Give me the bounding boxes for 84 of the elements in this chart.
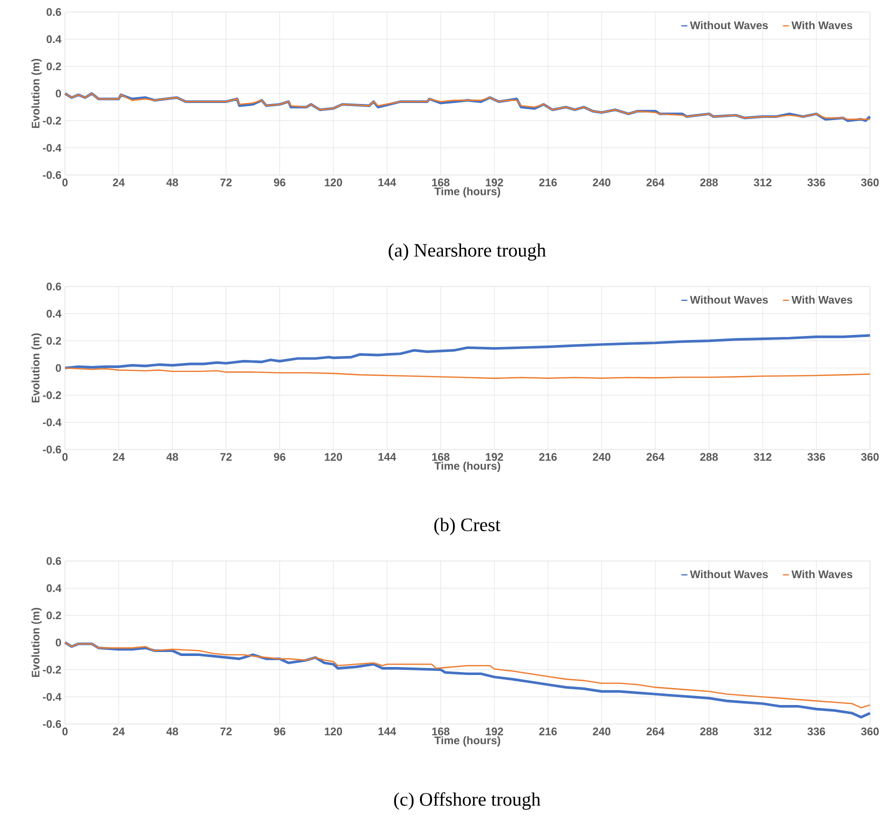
y-axis-title: Evolution (m) [31,608,42,677]
x-tick-label: 48 [166,453,178,461]
x-tick-label: 120 [324,453,342,461]
legend-label: Without Waves [690,21,768,30]
x-tick-label: 168 [432,178,450,186]
legend-label: With Waves [792,296,852,304]
x-tick-label: 0 [62,178,68,186]
x-tick-label: 48 [166,178,178,186]
x-axis-title: Time (hours) [434,736,500,746]
x-tick-label: 360 [861,178,879,186]
x-tick-label: 312 [754,453,772,461]
x-tick-label: 96 [274,178,286,186]
x-tick-label: 192 [486,453,504,461]
legend-label: Without Waves [690,296,768,304]
y-tick-label: 0 [56,364,62,372]
y-tick-label: 0.2 [46,62,62,70]
x-tick-label: 192 [486,178,504,186]
x-tick-label: 288 [700,178,718,186]
x-tick-label: 168 [432,453,450,461]
y-tick-label: 0.2 [46,611,62,620]
x-tick-label: 240 [592,178,610,186]
y-tick-label: 0.4 [46,584,62,592]
y-tick-label: 0 [56,638,62,646]
y-tick-label: 0 [56,90,62,98]
y-tick-label: -0.2 [42,391,62,400]
x-tick-label: 360 [861,453,879,461]
x-axis-title: Time (hours) [434,462,500,472]
x-tick-label: 120 [324,728,342,736]
y-tick-label: 0.4 [46,310,62,318]
y-tick-label: -0.4 [42,692,62,701]
x-tick-label: 336 [807,453,826,461]
x-tick-label: 216 [539,728,557,736]
y-tick-label: 0.6 [46,557,62,565]
x-tick-label: 168 [432,728,450,736]
x-tick-label: 72 [220,178,232,186]
y-tick-label: -0.2 [42,666,62,674]
x-tick-label: 96 [274,728,286,736]
y-tick-label: -0.2 [42,116,62,125]
legend-label: With Waves [792,21,852,30]
text: (c) Offshore trough [394,792,540,810]
y-tick-label: 0.4 [46,35,62,44]
y-tick-label: 0.2 [46,336,62,345]
x-tick-label: 240 [592,728,610,736]
y-tick-label: -0.6 [42,171,62,179]
x-tick-label: 144 [378,728,396,736]
x-tick-label: 216 [539,178,557,186]
x-tick-label: 72 [220,728,232,736]
x-tick-label: 264 [646,728,664,736]
y-axis-title: Evolution (m) [31,333,42,402]
y-tick-label: -0.6 [42,446,62,454]
x-tick-label: 264 [646,178,664,186]
x-tick-label: 192 [486,728,504,736]
x-tick-label: 72 [220,453,232,461]
x-tick-label: 24 [112,453,125,461]
y-tick-label: -0.6 [42,720,62,728]
x-tick-label: 264 [646,453,664,461]
x-tick-label: 0 [62,728,68,736]
legend-label: With Waves [792,570,852,578]
x-tick-label: 96 [274,453,286,461]
x-tick-label: 48 [166,728,178,736]
x-tick-label: 288 [700,728,718,736]
x-tick-label: 24 [112,728,125,736]
x-tick-label: 144 [378,453,396,461]
x-tick-label: 216 [539,453,557,461]
x-tick-label: 336 [807,178,826,186]
x-tick-label: 336 [807,728,826,736]
x-tick-label: 0 [62,453,68,461]
legend-label: Without Waves [690,570,768,578]
y-axis-title: Evolution (m) [31,58,42,128]
x-tick-label: 312 [754,728,772,736]
y-tick-label: 0.6 [46,282,62,290]
y-tick-label: 0.6 [46,8,62,16]
y-tick-label: -0.4 [42,418,62,426]
text: (b) Crest [434,518,500,536]
y-tick-label: -0.4 [42,144,62,152]
x-tick-label: 24 [112,178,125,186]
text: (a) Nearshore trough [388,243,546,261]
x-tick-label: 288 [700,453,718,461]
x-tick-label: 240 [592,453,610,461]
x-tick-label: 360 [861,728,879,736]
x-tick-label: 312 [754,178,772,186]
x-tick-label: 144 [378,178,396,186]
x-tick-label: 120 [324,178,342,186]
x-axis-title: Time (hours) [434,187,500,198]
